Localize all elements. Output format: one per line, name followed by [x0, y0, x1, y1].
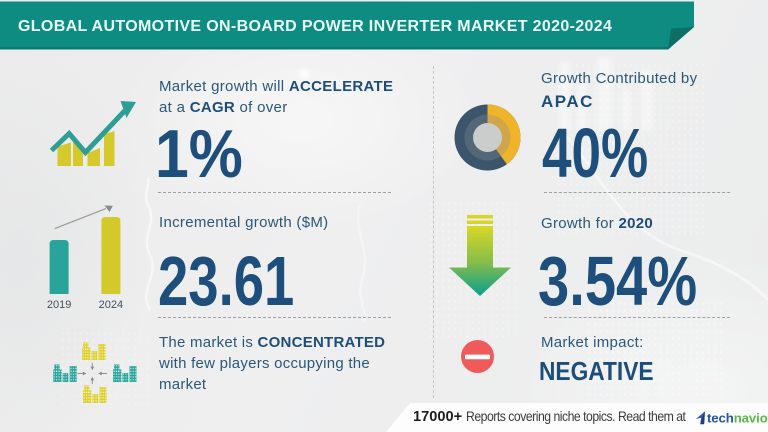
svg-text:technavio: technavio: [707, 411, 768, 426]
svg-text:2024: 2024: [99, 299, 123, 311]
svg-text:2019: 2019: [47, 299, 71, 311]
